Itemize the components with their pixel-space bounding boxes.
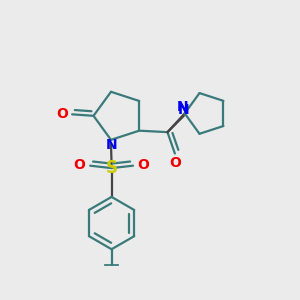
Text: O: O <box>56 107 68 121</box>
Text: O: O <box>74 158 86 172</box>
Text: N: N <box>106 138 117 152</box>
Text: O: O <box>138 158 150 172</box>
Text: O: O <box>169 156 181 170</box>
Text: S: S <box>106 159 118 177</box>
Text: N: N <box>178 103 190 118</box>
Text: N: N <box>176 100 188 115</box>
